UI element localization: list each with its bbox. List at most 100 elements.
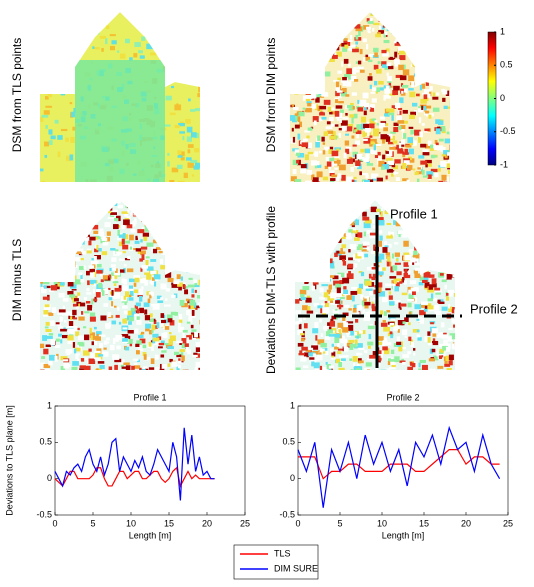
- facade-speckle: [100, 229, 104, 232]
- facade-speckle: [346, 214, 351, 220]
- facade-speckle: [382, 155, 385, 160]
- facade-speckle: [436, 35, 440, 37]
- facade-speckle: [327, 231, 329, 236]
- facade-speckle: [344, 214, 347, 220]
- facade-speckle: [122, 225, 125, 229]
- facade-speckle: [300, 42, 305, 48]
- facade-speckle: [306, 91, 311, 95]
- facade-speckle: [420, 360, 426, 363]
- facade-speckle: [417, 330, 420, 333]
- facade-speckle: [412, 258, 416, 262]
- facade-speckle: [452, 343, 455, 349]
- facade-speckle: [319, 30, 325, 33]
- facade-speckle: [78, 224, 83, 227]
- facade-image: [40, 200, 206, 375]
- facade-speckle: [196, 342, 201, 347]
- x-tick-label: 15: [164, 518, 174, 528]
- facade-speckle: [329, 275, 334, 278]
- facade-speckle: [339, 356, 342, 358]
- facade-speckle: [199, 213, 203, 217]
- facade-speckle: [356, 211, 358, 215]
- facade-speckle: [440, 31, 446, 34]
- facade-speckle: [183, 370, 189, 373]
- facade-speckle: [181, 244, 184, 247]
- facade-speckle: [422, 365, 428, 371]
- facade-speckle: [383, 340, 388, 345]
- facade-speckle: [78, 336, 84, 341]
- facade-speckle: [301, 25, 305, 30]
- facade-speckle: [324, 327, 327, 332]
- facade-speckle: [299, 222, 302, 228]
- x-tick-label: 15: [419, 518, 429, 528]
- facade-speckle: [50, 256, 54, 261]
- facade-speckle: [296, 368, 301, 371]
- facade-speckle: [109, 275, 111, 278]
- facade-speckle: [324, 228, 331, 233]
- facade-speckle: [413, 353, 415, 356]
- facade-speckle: [170, 206, 177, 209]
- facade-speckle: [314, 322, 318, 328]
- facade-speckle: [46, 322, 50, 326]
- facade-speckle: [46, 51, 51, 56]
- facade-speckle: [404, 280, 407, 284]
- facade-speckle: [311, 104, 316, 109]
- facade-speckle: [418, 62, 423, 67]
- facade-speckle: [408, 39, 415, 42]
- facade-speckle: [400, 75, 407, 80]
- facade-speckle: [365, 281, 372, 286]
- facade-speckle: [320, 288, 324, 293]
- facade-speckle: [351, 210, 355, 214]
- facade-speckle: [348, 64, 351, 67]
- facade-speckle: [41, 356, 45, 359]
- facade-speckle: [123, 219, 130, 225]
- facade-speckle: [59, 229, 65, 233]
- facade-speckle: [89, 359, 96, 364]
- facade-speckle: [440, 161, 446, 167]
- facade-speckle: [423, 152, 430, 155]
- facade-speckle: [434, 58, 437, 62]
- facade-speckle: [348, 308, 351, 310]
- facade-speckle: [124, 296, 126, 300]
- facade-speckle: [102, 251, 107, 255]
- facade-speckle: [44, 110, 50, 115]
- facade-speckle: [83, 326, 86, 328]
- facade-speckle: [439, 355, 442, 359]
- facade-speckle: [122, 239, 125, 245]
- facade-speckle: [102, 290, 105, 296]
- facade-speckle: [428, 257, 433, 261]
- facade-speckle: [161, 313, 165, 318]
- facade-speckle: [434, 265, 439, 269]
- facade-speckle: [362, 217, 369, 221]
- facade-speckle: [402, 329, 407, 335]
- facade-speckle: [367, 28, 370, 32]
- facade-speckle: [298, 134, 301, 140]
- facade-speckle: [361, 272, 364, 276]
- facade-speckle: [301, 57, 305, 61]
- facade-speckle: [428, 27, 431, 29]
- facade-speckle: [454, 293, 456, 297]
- facade-speckle: [117, 307, 119, 311]
- facade-speckle: [305, 298, 311, 303]
- facade-speckle: [69, 49, 72, 52]
- facade-speckle: [441, 334, 448, 338]
- facade-speckle: [154, 281, 156, 286]
- facade-speckle: [408, 27, 415, 29]
- facade-speckle: [51, 206, 55, 211]
- facade-speckle: [194, 148, 199, 152]
- facade-speckle: [348, 48, 350, 50]
- facade-speckle: [330, 265, 334, 268]
- facade-speckle: [80, 279, 84, 282]
- facade-speckle: [41, 13, 45, 15]
- facade-speckle: [174, 252, 176, 256]
- facade-speckle: [107, 231, 111, 235]
- facade-speckle: [103, 348, 106, 350]
- facade-speckle: [46, 235, 53, 238]
- facade-speckle: [308, 348, 313, 350]
- facade-speckle: [345, 28, 348, 33]
- facade-speckle: [45, 274, 50, 279]
- facade-speckle: [70, 137, 75, 143]
- facade-speckle: [342, 126, 347, 131]
- facade-speckle: [124, 285, 128, 290]
- facade-speckle: [187, 127, 193, 133]
- facade-speckle: [159, 251, 163, 253]
